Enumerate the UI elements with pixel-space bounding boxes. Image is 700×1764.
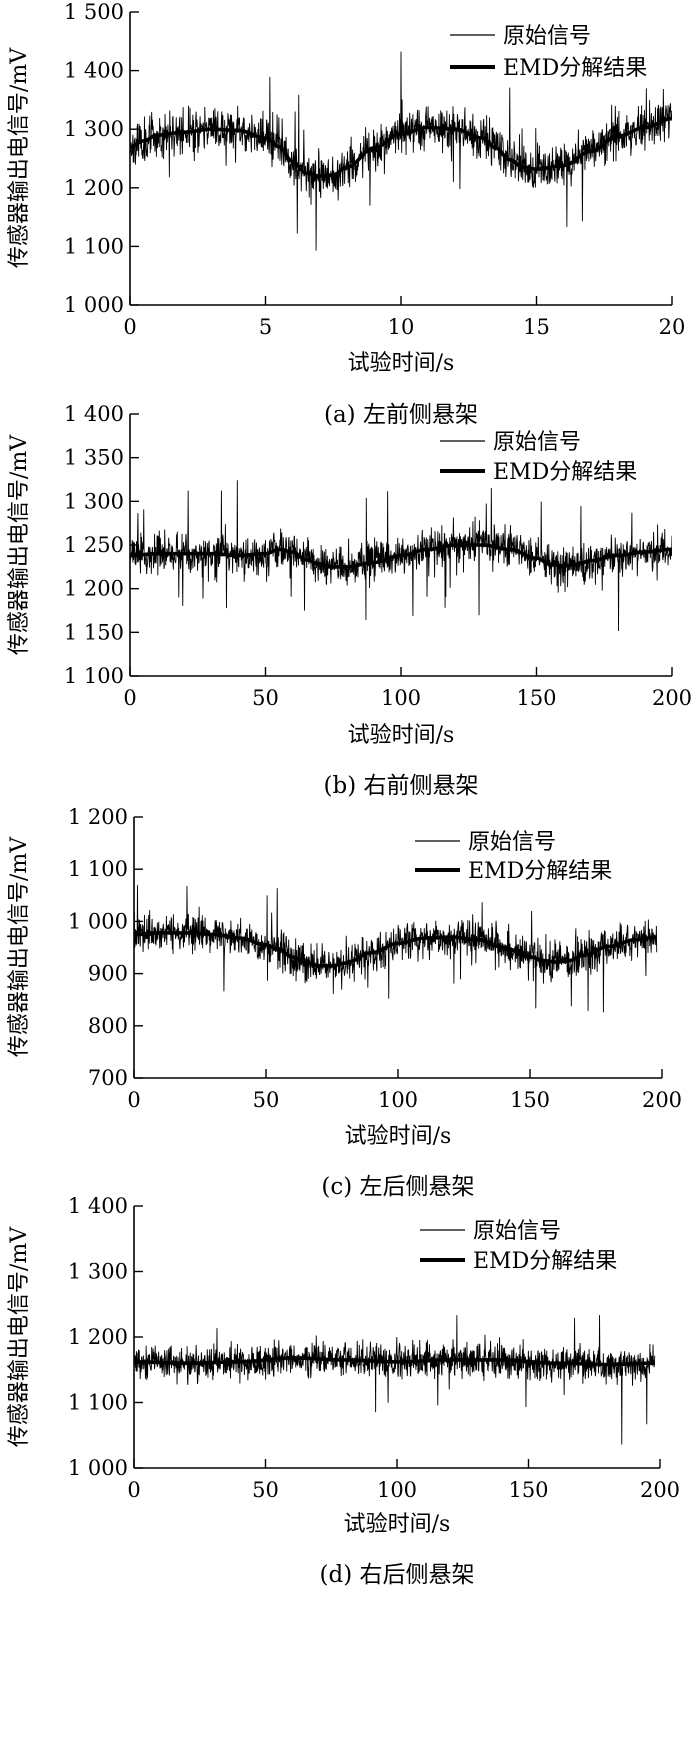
legend-label: EMD分解结果 (493, 460, 637, 485)
y-tick-label: 1 100 (68, 857, 128, 881)
y-axis-label: 传感器输出电信号/mV (7, 1226, 32, 1447)
y-tick-label: 1 400 (64, 402, 124, 426)
y-tick-label: 1 400 (64, 59, 124, 83)
y-tick-label: 1 000 (68, 909, 128, 933)
series-line-raw-signal (130, 51, 672, 251)
chart-panel: 700 800 900 1 000 1 100 1 200 0 50 100 150 200 试验时间… (7, 805, 682, 1200)
legend-label: EMD分解结果 (468, 859, 612, 884)
x-axis-label: 试验时间/s (348, 351, 455, 376)
x-tick-label: 0 (127, 1478, 140, 1502)
y-tick-label: 1 350 (64, 446, 124, 470)
y-axis-label: 传感器输出电信号/mV (7, 836, 32, 1057)
x-axis-label: 试验时间/s (348, 723, 455, 748)
y-tick-label: 1 400 (68, 1194, 128, 1218)
y-tick-label: 1 300 (68, 1260, 128, 1284)
series-line-raw-signal (130, 480, 672, 632)
y-tick-label: 1 300 (64, 489, 124, 513)
x-tick-label: 150 (510, 1088, 550, 1112)
y-tick-label: 1 150 (64, 620, 124, 644)
y-tick-label: 1 200 (64, 176, 124, 200)
y-tick-label: 1 100 (64, 664, 124, 688)
x-tick-label: 15 (523, 315, 550, 339)
series-line-emd-result (130, 116, 672, 178)
x-tick-label: 20 (659, 315, 686, 339)
chart-caption: (b) 右前侧悬架 (324, 773, 479, 799)
y-tick-label: 1 200 (64, 577, 124, 601)
chart-caption: (d) 右后侧悬架 (320, 1562, 475, 1588)
y-tick-label: 1 100 (68, 1391, 128, 1415)
x-tick-label: 10 (388, 315, 415, 339)
x-tick-label: 150 (508, 1478, 548, 1502)
series-line-emd-result (130, 543, 672, 569)
series-line-emd-result (134, 1356, 655, 1367)
x-tick-label: 0 (123, 686, 136, 710)
legend-label: EMD分解结果 (503, 56, 647, 81)
y-axis-label: 传感器输出电信号/mV (7, 434, 32, 655)
y-tick-label: 1 000 (64, 293, 124, 317)
legend-label: EMD分解结果 (473, 1249, 617, 1274)
x-axis-label: 试验时间/s (345, 1124, 452, 1149)
x-tick-label: 200 (652, 686, 692, 710)
y-tick-label: 1 250 (64, 533, 124, 557)
x-tick-label: 200 (640, 1478, 680, 1502)
x-tick-label: 50 (253, 1088, 280, 1112)
x-tick-label: 200 (642, 1088, 682, 1112)
x-tick-label: 100 (378, 1088, 418, 1112)
series-line-emd-result (134, 931, 657, 968)
y-tick-label: 1 100 (64, 234, 124, 258)
x-tick-label: 150 (516, 686, 556, 710)
legend-label: 原始信号 (503, 24, 591, 49)
y-tick-label: 700 (88, 1066, 128, 1090)
x-tick-label: 50 (252, 686, 279, 710)
y-tick-label: 1 200 (68, 1325, 128, 1349)
y-tick-label: 800 (88, 1014, 128, 1038)
x-tick-label: 0 (123, 315, 136, 339)
chart-panel: 1 000 1 100 1 200 1 300 1 400 1 500 0 5 10 15 20 试验… (7, 0, 685, 428)
x-tick-label: 50 (252, 1478, 279, 1502)
legend-label: 原始信号 (468, 830, 556, 855)
chart-panel: 1 000 1 100 1 200 1 300 1 400 0 50 100 150 200 试验时… (7, 1194, 680, 1588)
x-tick-label: 100 (377, 1478, 417, 1502)
series-line-raw-signal (134, 885, 658, 1013)
legend-label: 原始信号 (473, 1219, 561, 1244)
chart-caption: (a) 左前侧悬架 (324, 402, 478, 428)
y-tick-label: 1 000 (68, 1456, 128, 1480)
x-tick-label: 5 (259, 315, 272, 339)
y-tick-label: 1 200 (68, 805, 128, 829)
x-tick-label: 0 (127, 1088, 140, 1112)
y-axis-label: 传感器输出电信号/mV (7, 47, 32, 268)
y-tick-label: 1 500 (64, 0, 124, 24)
chart-caption: (c) 左后侧悬架 (321, 1174, 474, 1200)
x-tick-label: 100 (381, 686, 421, 710)
y-tick-label: 1 300 (64, 117, 124, 141)
chart-panel: 1 100 1 150 1 200 1 250 1 300 1 350 1 400 0 50 10… (7, 402, 692, 799)
y-tick-label: 900 (88, 962, 128, 986)
legend-label: 原始信号 (493, 430, 581, 455)
series-line-raw-signal (134, 1315, 656, 1445)
x-axis-label: 试验时间/s (344, 1512, 451, 1537)
